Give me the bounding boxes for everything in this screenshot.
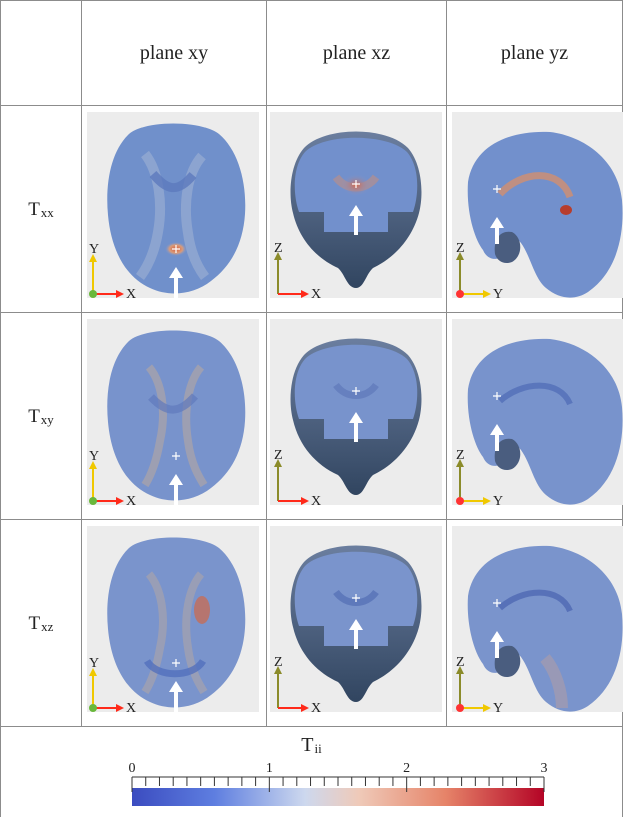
colorbar: 0 1 2 3 — [120, 760, 560, 812]
axis-label-yz-horizontal-2: Y — [493, 494, 503, 505]
column-header-yz: plane yz — [447, 1, 622, 105]
panel-txx-plane-yz: Z Y — [452, 112, 623, 298]
brain-slice-coronal-txx: Z X — [274, 131, 422, 298]
axis-label-xy-vertical-3: Y — [89, 656, 99, 671]
grid-line-top — [0, 0, 623, 1]
axis-label-yz-vertical-3: Z — [456, 655, 465, 670]
brain-slice-sagittal-txz: Z Y — [456, 545, 623, 712]
axis-label-xy-vertical: Y — [89, 242, 99, 257]
panel-txx-plane-xy: Y X — [87, 112, 259, 298]
axis-label-xz-vertical-2: Z — [274, 448, 283, 463]
colorbar-title-main: T — [301, 733, 314, 756]
grid-line-col2 — [266, 0, 267, 727]
column-header-xy: plane xy — [82, 1, 266, 105]
colorbar-tick-label-3: 3 — [541, 761, 548, 776]
brain-slice-axial-txy: Y X — [89, 330, 246, 505]
panel-txz-plane-yz: Z Y — [452, 526, 623, 712]
panel-txx-plane-xz: Z X — [270, 112, 442, 298]
colorbar-gradient — [132, 788, 544, 806]
grid-line-col3 — [446, 0, 447, 727]
brain-slice-sagittal-txx: Z Y — [456, 131, 623, 298]
column-header-yz-label: plane yz — [500, 41, 569, 64]
colorbar-title-sub: ii — [314, 741, 322, 756]
axis-label-xz-horizontal: X — [311, 287, 321, 298]
axis-label-xy-vertical-2: Y — [89, 449, 99, 464]
axis-label-yz-vertical: Z — [456, 241, 465, 256]
grid-line-col1 — [81, 0, 82, 727]
colorbar-tick-label-0: 0 — [129, 761, 136, 776]
axis-label-xz-horizontal-2: X — [311, 494, 321, 505]
brain-slice-sagittal-txy: Z Y — [456, 338, 623, 505]
row-label-txz-sub: xz — [41, 619, 54, 634]
column-header-xy-label: plane xy — [139, 41, 209, 64]
grid-line-left — [0, 0, 1, 727]
brain-slice-axial-txx: Y X — [89, 123, 246, 298]
grid-line-left-footer — [0, 727, 1, 817]
colorbar-tick-label-1: 1 — [266, 761, 273, 776]
axis-label-xy-horizontal-2: X — [126, 494, 136, 505]
axis-label-yz-horizontal: Y — [493, 287, 503, 298]
panel-txz-plane-xz: Z X — [270, 526, 442, 712]
axis-label-xz-vertical: Z — [274, 241, 283, 256]
panel-txz-plane-xy: Y X — [87, 526, 259, 712]
brain-slice-coronal-txy: Z X — [274, 338, 422, 505]
brain-slice-coronal-txz: Z X — [274, 545, 422, 712]
grid-line-row3 — [0, 726, 623, 727]
axis-label-xz-vertical-3: Z — [274, 655, 283, 670]
axis-label-yz-horizontal-3: Y — [493, 701, 503, 712]
panel-txy-plane-xy: Y X — [87, 319, 259, 505]
grid-line-row1 — [0, 312, 623, 313]
panel-txy-plane-xz: Z X — [270, 319, 442, 505]
colorbar-svg: 0 1 2 3 — [129, 761, 548, 806]
axis-label-xy-horizontal: X — [126, 287, 136, 298]
row-label-txy-main: T — [28, 405, 40, 427]
axis-label-xy-horizontal-3: X — [126, 701, 136, 712]
column-header-xz-label: plane xz — [322, 41, 391, 64]
colorbar-ticks: 0 1 2 3 — [129, 761, 548, 792]
grid-line-header — [0, 105, 623, 106]
row-label-txx-main: T — [28, 198, 40, 220]
brain-slice-axial-txz: Y X — [89, 537, 246, 712]
row-label-txx-sub: xx — [40, 205, 54, 220]
colorbar-tick-label-2: 2 — [403, 761, 410, 776]
row-label-txz-main: T — [28, 612, 41, 634]
axis-label-yz-vertical-2: Z — [456, 448, 465, 463]
panel-txy-plane-yz: Z Y — [452, 319, 623, 505]
axis-label-xz-horizontal-3: X — [311, 701, 321, 712]
column-header-xz: plane xz — [267, 1, 446, 105]
row-label-txy-sub: xy — [40, 412, 54, 427]
grid-line-row2 — [0, 519, 623, 520]
